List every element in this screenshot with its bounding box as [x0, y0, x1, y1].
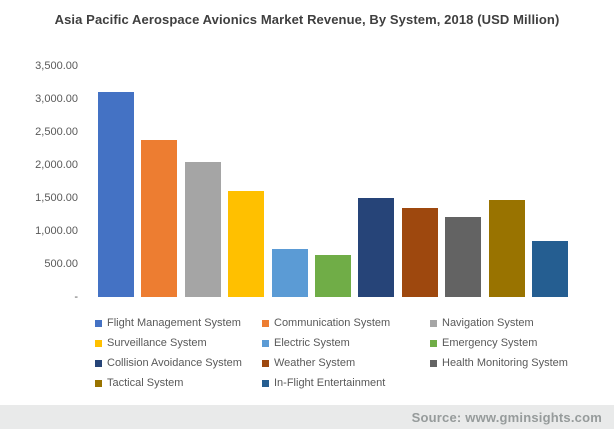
- legend-swatch-icon: [95, 319, 102, 327]
- legend-swatch-icon: [95, 339, 102, 347]
- legend-item-weather-system: Weather System: [262, 356, 355, 370]
- y-tick-label: 2,500.00: [35, 126, 78, 138]
- legend-swatch-icon: [95, 379, 102, 387]
- bar-weather-system: [401, 208, 438, 297]
- y-tick-label: -: [74, 291, 78, 303]
- legend-item-flight-management-system: Flight Management System: [95, 316, 241, 330]
- bar-emergency-system: [314, 255, 351, 297]
- y-tick-label: 3,500.00: [35, 60, 78, 72]
- legend-item-communication-system: Communication System: [262, 316, 390, 330]
- legend-swatch-icon: [262, 339, 269, 347]
- legend-item-tactical-system: Tactical System: [95, 376, 183, 390]
- bar-electric-system: [271, 249, 308, 297]
- legend-swatch-icon: [262, 379, 269, 387]
- legend: Flight Management System Communication Sy…: [0, 310, 614, 400]
- bar-in-flight-entertainment: [531, 241, 568, 297]
- y-tick-label: 3,000.00: [35, 93, 78, 105]
- legend-item-navigation-system: Navigation System: [430, 316, 534, 330]
- legend-item-surveillance-system: Surveillance System: [95, 336, 207, 350]
- legend-label: Health Monitoring System: [442, 357, 568, 369]
- plot-area: [98, 66, 568, 297]
- legend-item-in-flight-entertainment: In-Flight Entertainment: [262, 376, 385, 390]
- y-tick-label: 1,500.00: [35, 192, 78, 204]
- legend-label: In-Flight Entertainment: [274, 377, 386, 389]
- y-tick-label: 500.00: [44, 258, 78, 270]
- legend-label: Communication System: [274, 317, 391, 329]
- legend-swatch-icon: [430, 319, 437, 327]
- legend-label: Electric System: [274, 337, 350, 349]
- legend-item-collision-avoidance-system: Collision Avoidance System: [95, 356, 242, 370]
- legend-label: Flight Management System: [107, 317, 241, 329]
- bar-collision-avoidance-system: [358, 198, 395, 297]
- legend-label: Surveillance System: [107, 337, 207, 349]
- legend-swatch-icon: [95, 359, 102, 367]
- legend-label: Navigation System: [442, 317, 534, 329]
- legend-swatch-icon: [262, 359, 269, 367]
- legend-swatch-icon: [262, 319, 269, 327]
- source-text: Source: www.gminsights.com: [411, 409, 602, 425]
- legend-swatch-icon: [430, 359, 437, 367]
- legend-label: Collision Avoidance System: [107, 357, 242, 369]
- bar-surveillance-system: [228, 191, 265, 297]
- y-axis: 3,500.00 3,000.00 2,500.00 2,000.00 1,500.00…: [0, 60, 78, 303]
- legend-item-emergency-system: Emergency System: [430, 336, 537, 350]
- legend-swatch-icon: [430, 339, 437, 347]
- legend-label: Tactical System: [107, 377, 184, 389]
- legend-label: Weather System: [274, 357, 356, 369]
- bar-flight-management-system: [98, 92, 134, 297]
- y-tick-label: 1,000.00: [35, 225, 78, 237]
- legend-label: Emergency System: [442, 337, 538, 349]
- bar-tactical-system: [488, 200, 525, 297]
- bar-health-monitoring-system: [445, 217, 482, 297]
- y-tick-label: 2,000.00: [35, 159, 78, 171]
- bar-navigation-system: [184, 162, 221, 297]
- bar-communication-system: [141, 140, 178, 297]
- legend-item-health-monitoring-system: Health Monitoring System: [430, 356, 568, 370]
- chart-title: Asia Pacific Aerospace Avionics Market R…: [54, 12, 560, 27]
- source-bar: Source: www.gminsights.com: [0, 405, 614, 429]
- legend-item-electric-system: Electric System: [262, 336, 350, 350]
